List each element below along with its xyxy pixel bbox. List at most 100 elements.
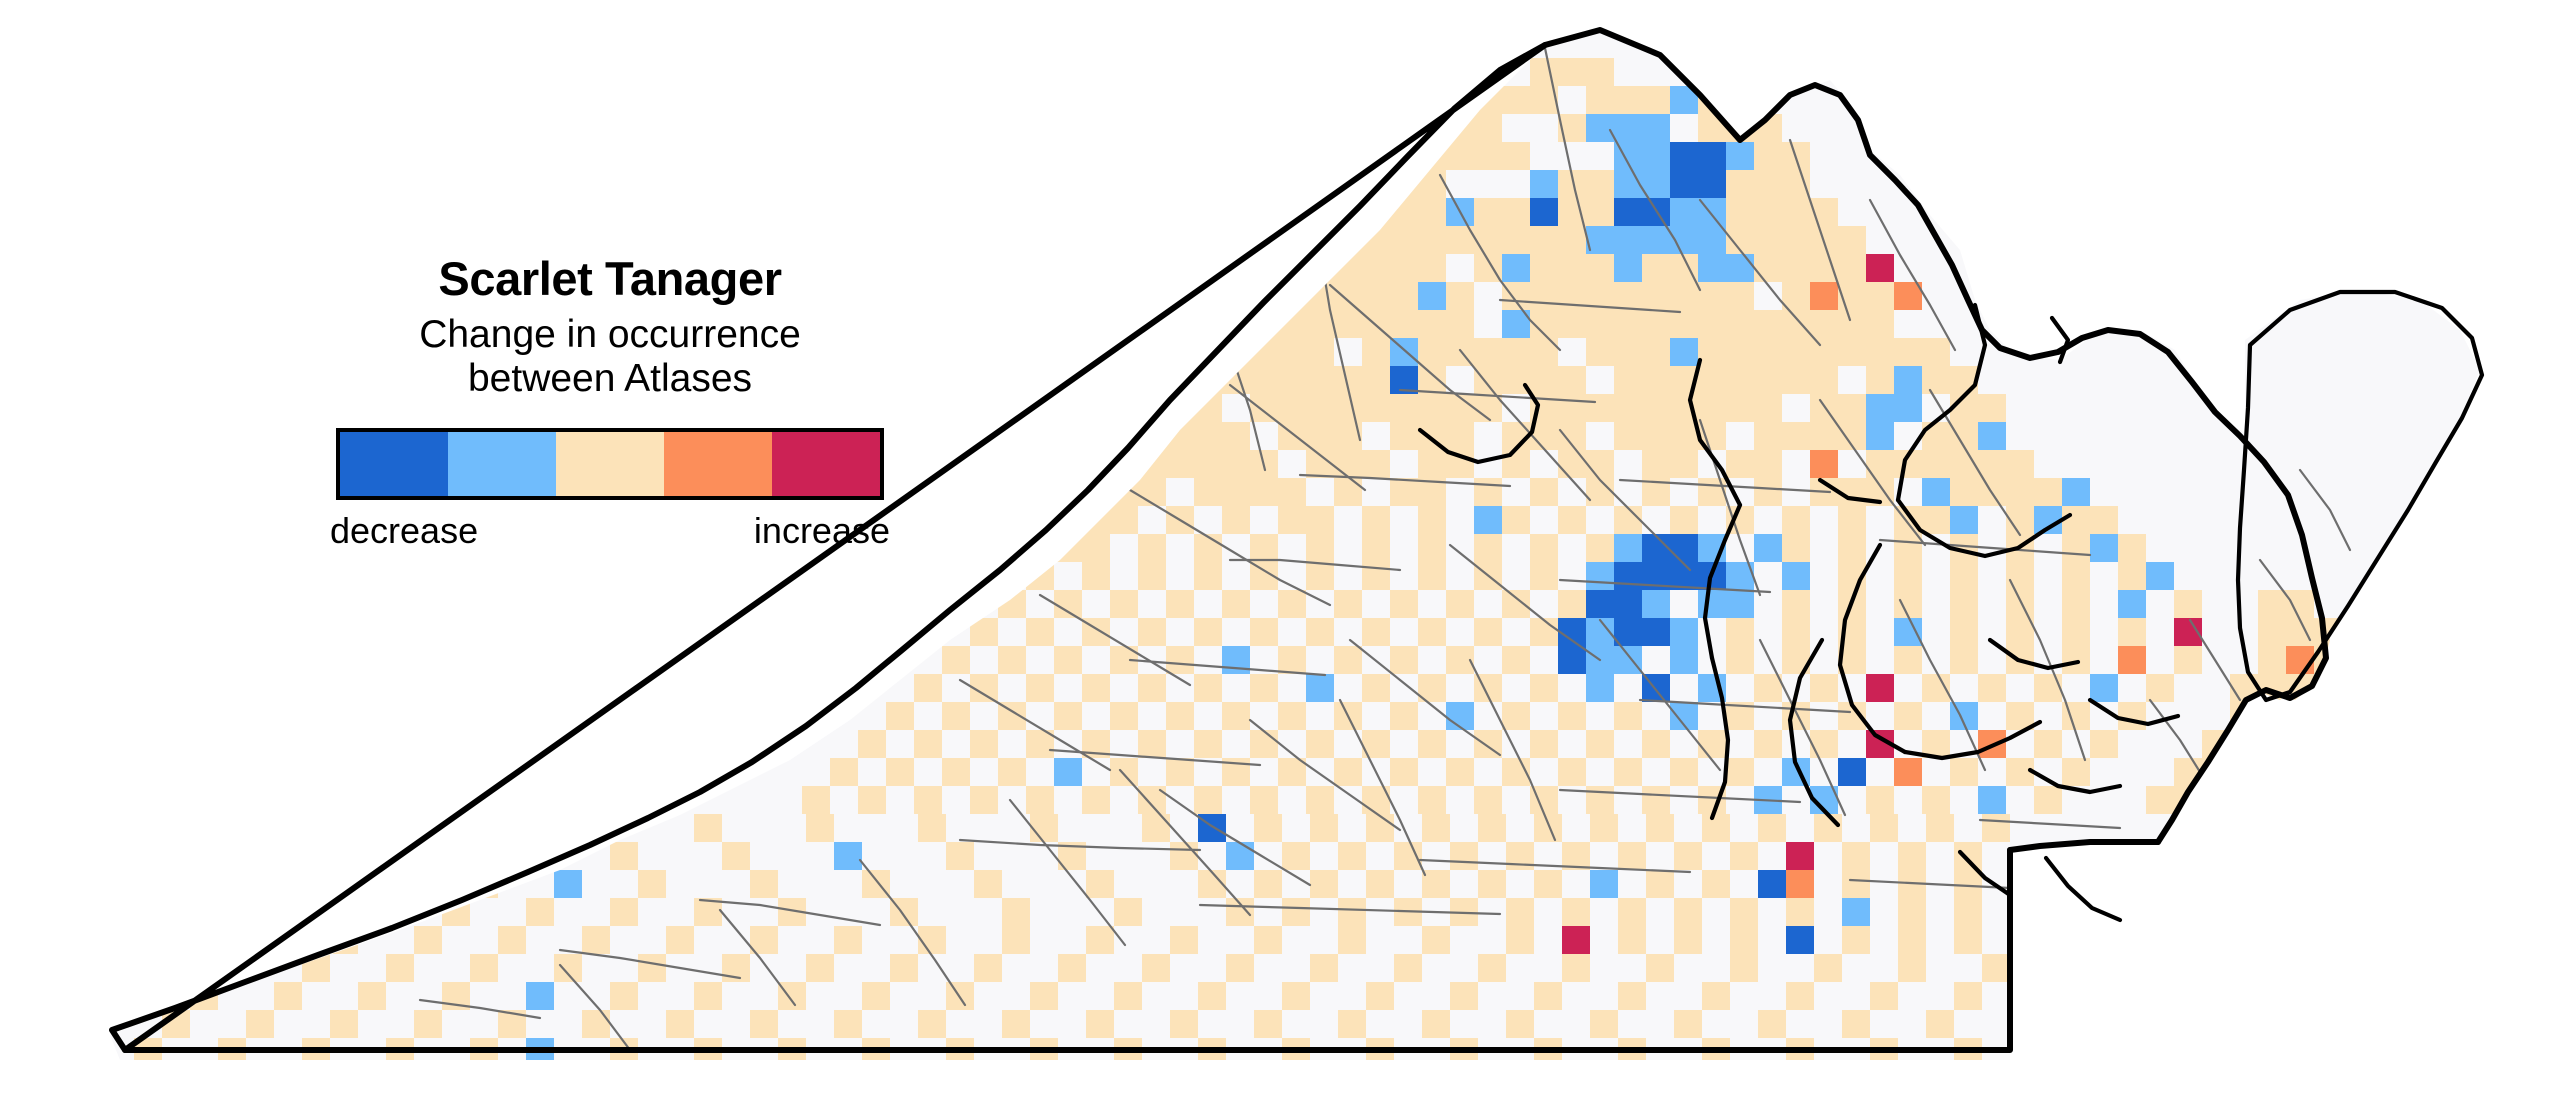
grid-cell	[1642, 730, 1670, 758]
grid-cell	[1954, 870, 1982, 898]
grid-cell	[1726, 142, 1754, 170]
grid-cell	[1558, 58, 1586, 86]
grid-cell	[1530, 254, 1558, 282]
grid-cell	[1418, 786, 1446, 814]
grid-cell	[1306, 338, 1334, 366]
grid-cell	[1194, 450, 1222, 478]
grid-cell	[1194, 394, 1222, 422]
grid-cell	[274, 982, 302, 1010]
grid-cell	[1474, 618, 1502, 646]
grid-cell	[1870, 982, 1898, 1010]
grid-cell	[1502, 590, 1530, 618]
grid-cell	[998, 758, 1026, 786]
grid-cell	[858, 786, 886, 814]
grid-cell	[1950, 562, 1978, 590]
grid-cell	[974, 954, 1002, 982]
grid-cell	[1310, 814, 1338, 842]
grid-cell	[1390, 226, 1418, 254]
map-subtitle: Change in occurrence between Atlases	[300, 313, 920, 402]
grid-cell	[1894, 618, 1922, 646]
grid-cell	[1338, 898, 1366, 926]
grid-cell	[1474, 478, 1502, 506]
grid-cell	[2006, 618, 2034, 646]
grid-cell	[2118, 702, 2146, 730]
grid-cell	[1194, 786, 1222, 814]
grid-cell	[1698, 170, 1726, 198]
grid-cell	[2062, 562, 2090, 590]
grid-cell	[2286, 646, 2314, 674]
county-boundaries	[418, 46, 2352, 1052]
grid-cell	[582, 926, 610, 954]
grid-cell	[330, 842, 358, 870]
grid-cell	[1866, 394, 1894, 422]
grid-cell	[2258, 646, 2286, 674]
grid-cell	[1586, 170, 1614, 198]
grid-cell	[1446, 282, 1474, 310]
grid-cell	[1922, 730, 1950, 758]
grid-cell	[1698, 366, 1726, 394]
grid-cell	[1390, 758, 1418, 786]
grid-cell	[1642, 310, 1670, 338]
grid-cell	[1782, 310, 1810, 338]
grid-cell	[1590, 870, 1618, 898]
grid-cell	[2258, 730, 2286, 758]
grid-cell	[1726, 366, 1754, 394]
grid-cell	[1698, 254, 1726, 282]
grid-cell	[1754, 478, 1782, 506]
grid-cell	[1782, 618, 1810, 646]
grid-cell	[1502, 646, 1530, 674]
grid-cell	[1082, 674, 1110, 702]
grid-cell	[1670, 534, 1698, 562]
grid-cell	[1418, 338, 1446, 366]
grid-cell	[1114, 982, 1142, 1010]
grid-cell	[1954, 982, 1982, 1010]
grid-cell	[970, 786, 998, 814]
grid-cell	[1530, 226, 1558, 254]
grid-cell	[2062, 534, 2090, 562]
grid-cell	[886, 702, 914, 730]
grid-cell	[1222, 422, 1250, 450]
grid-cell	[1586, 310, 1614, 338]
grid-cell	[1506, 1010, 1534, 1038]
grid-cell	[1754, 338, 1782, 366]
grid-cell	[1110, 506, 1138, 534]
grid-cell	[2118, 618, 2146, 646]
grid-cell	[1786, 982, 1814, 1010]
grid-cell	[2090, 730, 2118, 758]
grid-cell	[1922, 366, 1950, 394]
grid-cell	[1730, 842, 1758, 870]
grid-cell	[330, 1010, 358, 1038]
grid-cell	[1642, 534, 1670, 562]
grid-cell	[2090, 534, 2118, 562]
grid-cell	[1898, 926, 1926, 954]
legend-swatch-strong-increase	[772, 431, 880, 496]
grid-cell	[2006, 590, 2034, 618]
grid-cell	[1618, 842, 1646, 870]
grid-cell	[1558, 758, 1586, 786]
grid-cell	[1506, 926, 1534, 954]
grid-cell	[1030, 814, 1058, 842]
grid-cell	[1782, 198, 1810, 226]
grid-cell	[2034, 478, 2062, 506]
grid-cell	[582, 1010, 610, 1038]
grid-cell	[1786, 870, 1814, 898]
grid-cell	[806, 814, 834, 842]
grid-cell	[414, 926, 442, 954]
grid-cell	[1422, 926, 1450, 954]
grid-cell	[1418, 534, 1446, 562]
grid-cell	[2006, 562, 2034, 590]
grid-cell	[1418, 366, 1446, 394]
grid-cell	[1698, 310, 1726, 338]
grid-cell	[1250, 674, 1278, 702]
grid-cell	[1306, 786, 1334, 814]
grid-cell	[1530, 562, 1558, 590]
grid-cell	[2006, 478, 2034, 506]
grid-cell	[1726, 646, 1754, 674]
grid-cell	[1754, 142, 1782, 170]
grid-cell	[2090, 506, 2118, 534]
grid-cell	[1194, 674, 1222, 702]
grid-cell	[1138, 562, 1166, 590]
grid-cell	[1614, 534, 1642, 562]
grid-cell	[1670, 506, 1698, 534]
grid-cell	[1278, 338, 1306, 366]
